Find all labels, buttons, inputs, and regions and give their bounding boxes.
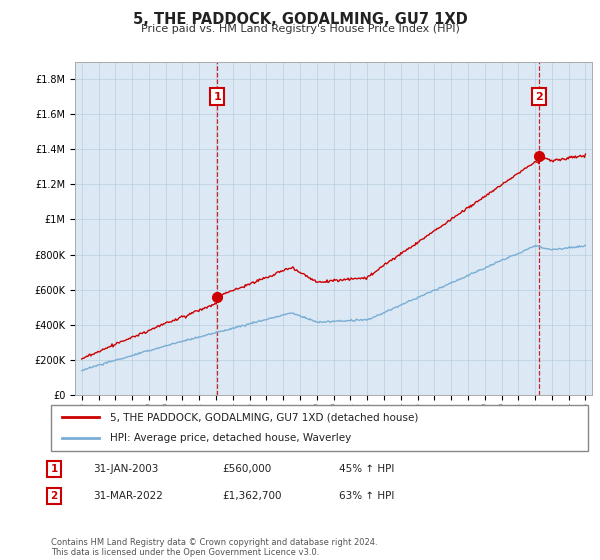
Text: 45% ↑ HPI: 45% ↑ HPI — [339, 464, 394, 474]
FancyBboxPatch shape — [51, 405, 588, 451]
Text: 2: 2 — [535, 92, 543, 101]
Text: 31-MAR-2022: 31-MAR-2022 — [93, 491, 163, 501]
Text: Contains HM Land Registry data © Crown copyright and database right 2024.
This d: Contains HM Land Registry data © Crown c… — [51, 538, 377, 557]
Text: HPI: Average price, detached house, Waverley: HPI: Average price, detached house, Wave… — [110, 433, 352, 444]
Text: 1: 1 — [50, 464, 58, 474]
Text: 5, THE PADDOCK, GODALMING, GU7 1XD (detached house): 5, THE PADDOCK, GODALMING, GU7 1XD (deta… — [110, 412, 418, 422]
Text: 5, THE PADDOCK, GODALMING, GU7 1XD: 5, THE PADDOCK, GODALMING, GU7 1XD — [133, 12, 467, 27]
Text: 31-JAN-2003: 31-JAN-2003 — [93, 464, 158, 474]
Text: Price paid vs. HM Land Registry's House Price Index (HPI): Price paid vs. HM Land Registry's House … — [140, 24, 460, 34]
Text: 2: 2 — [50, 491, 58, 501]
Text: £1,362,700: £1,362,700 — [222, 491, 281, 501]
Text: £560,000: £560,000 — [222, 464, 271, 474]
Text: 1: 1 — [214, 92, 221, 101]
Text: 63% ↑ HPI: 63% ↑ HPI — [339, 491, 394, 501]
